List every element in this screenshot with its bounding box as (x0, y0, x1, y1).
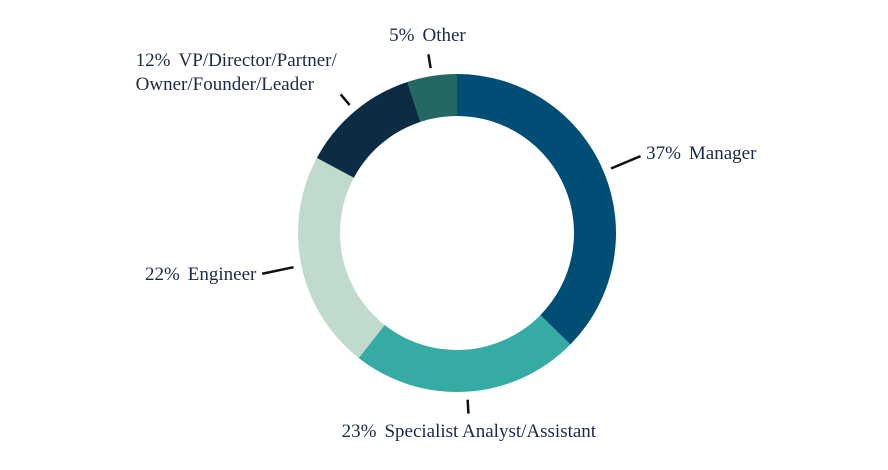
category-label: Other (422, 25, 466, 47)
data-label: 12% VP/Director/Partner/ Owner/Founder/Le… (136, 49, 337, 97)
leader-line (339, 93, 351, 106)
category-label: Engineer (187, 263, 257, 285)
value-label: 5% (389, 25, 415, 47)
data-label: 23% Specialist Analyst/Assistant (342, 420, 596, 444)
value-label: 37% (646, 142, 681, 164)
donut-segment (358, 315, 571, 392)
value-label: 12% (135, 49, 171, 71)
donut-segment (407, 74, 457, 122)
category-label: Manager (688, 142, 757, 164)
leader-line (610, 154, 642, 170)
leader-line (466, 399, 470, 414)
category-label: VP/Director/Partner/ Owner/Founder/Leade… (135, 49, 337, 95)
data-label: 22% Engineer (145, 263, 256, 287)
data-label: 37% Manager (646, 142, 756, 166)
donut-segment (297, 157, 385, 358)
leader-line (427, 54, 432, 69)
donut-segment (457, 74, 616, 345)
leader-line (261, 265, 294, 275)
category-label: Specialist Analyst/Assistant (384, 420, 597, 442)
donut-segment (316, 81, 421, 178)
value-label: 23% (341, 420, 377, 442)
data-label: 5% Other (389, 24, 466, 48)
value-label: 22% (144, 263, 180, 285)
